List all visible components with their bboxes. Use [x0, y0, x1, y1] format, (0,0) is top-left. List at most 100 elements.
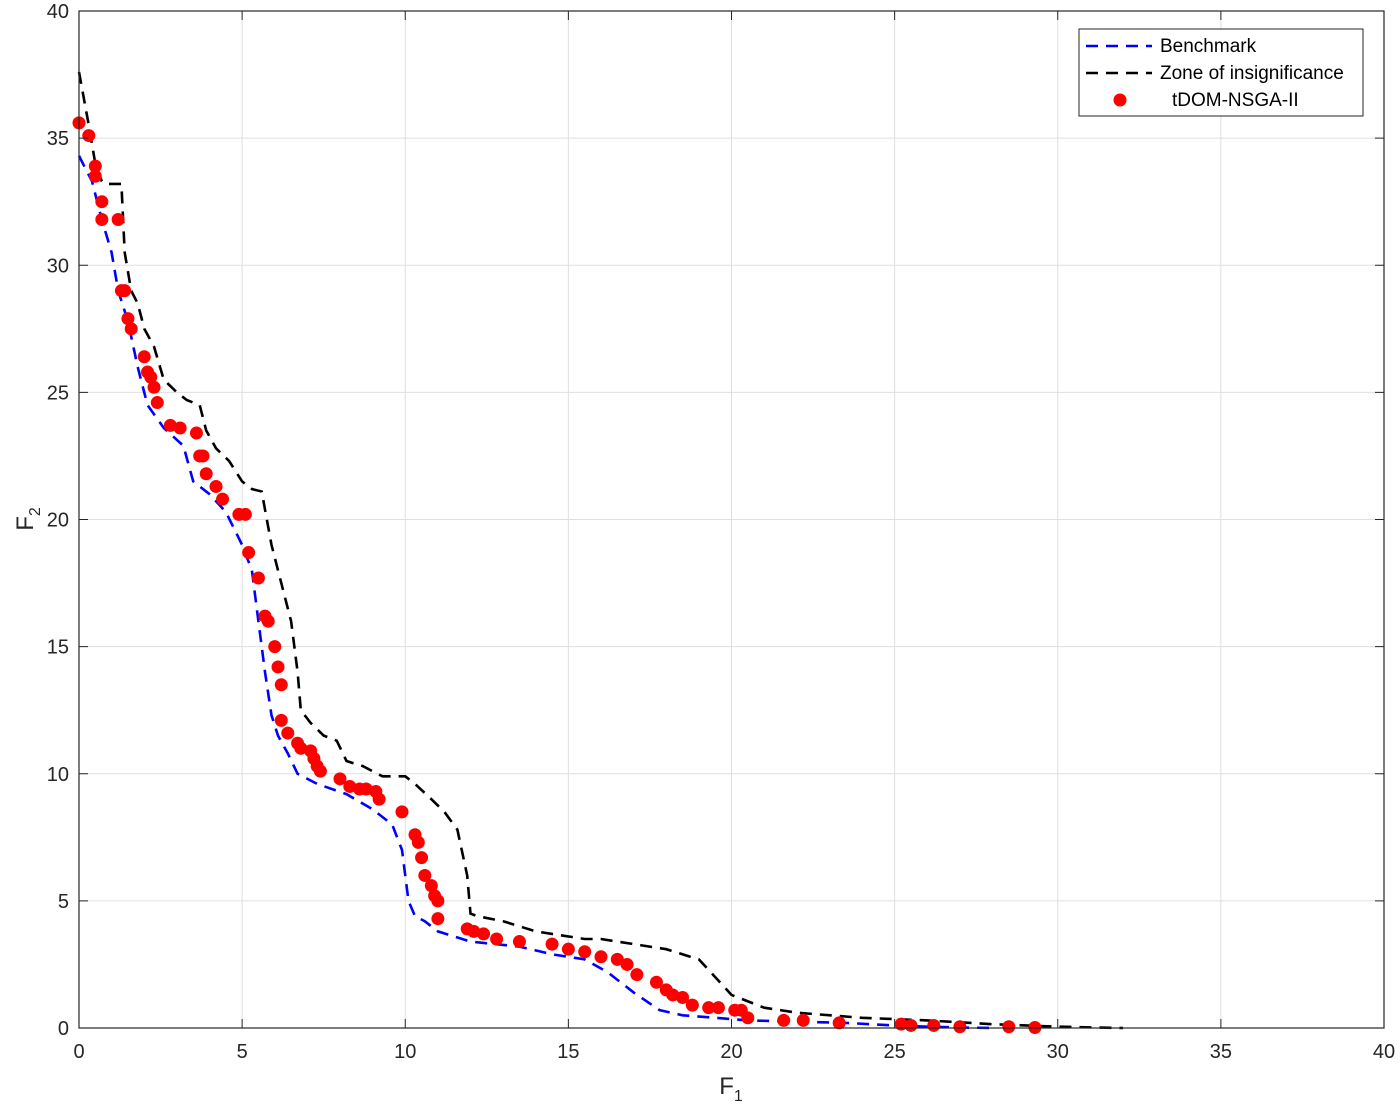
x-tick-label: 40 — [1373, 1041, 1395, 1063]
data-point — [238, 507, 252, 521]
y-axis-label: F2 — [12, 507, 44, 531]
legend-label-zone: Zone of insignificance — [1160, 63, 1344, 84]
y-tick-label: 5 — [58, 891, 69, 913]
data-point — [610, 952, 624, 966]
y-axis-label-sub: 2 — [27, 507, 44, 516]
data-point — [431, 912, 445, 926]
data-point — [95, 195, 109, 209]
data-point — [111, 212, 125, 226]
data-point — [953, 1020, 967, 1034]
y-axis-label-main: F — [12, 516, 39, 531]
series-layer — [72, 71, 1124, 1034]
ticks-layer: 0 5 10 15 20 25 30 35 40 0 5 10 15 20 25 30 35 40 — [47, 1, 1395, 1063]
x-tick-label: 0 — [73, 1041, 84, 1063]
data-point — [268, 640, 282, 654]
data-point — [251, 571, 265, 585]
series-line-0 — [77, 155, 993, 1030]
data-point — [313, 764, 327, 778]
data-point — [431, 894, 445, 908]
data-point — [216, 492, 230, 506]
x-tick-label: 35 — [1210, 1041, 1232, 1063]
data-point — [418, 868, 432, 882]
data-point — [196, 449, 210, 463]
legend: Benchmark Zone of insignificance tDOM-NS… — [1078, 28, 1364, 117]
data-point — [150, 396, 164, 410]
data-point — [199, 467, 213, 481]
data-point — [144, 370, 158, 384]
data-point — [424, 879, 438, 893]
data-point — [1002, 1020, 1016, 1034]
data-point — [271, 660, 285, 674]
data-point — [702, 1001, 716, 1015]
y-tick-label: 35 — [47, 128, 69, 150]
data-point — [630, 968, 644, 982]
data-point — [490, 932, 504, 946]
y-tick-label: 20 — [47, 510, 69, 532]
x-tick-label: 25 — [884, 1041, 906, 1063]
y-tick-label: 40 — [47, 1, 69, 23]
x-axis-label-sub: 1 — [734, 1088, 743, 1105]
x-tick-label: 10 — [394, 1041, 416, 1063]
data-point — [545, 937, 559, 951]
x-axis-label-main: F — [719, 1073, 734, 1100]
data-point — [121, 312, 135, 326]
series-line-1 — [77, 71, 1124, 1030]
data-point — [927, 1018, 941, 1032]
y-tick-label: 25 — [47, 382, 69, 404]
data-point — [343, 779, 357, 793]
x-tick-label: 30 — [1047, 1041, 1069, 1063]
data-point — [281, 726, 295, 740]
data-point — [395, 805, 409, 819]
data-point — [711, 1001, 725, 1015]
data-point — [777, 1013, 791, 1027]
data-point — [904, 1018, 918, 1032]
y-tick-label: 30 — [47, 255, 69, 277]
data-point — [118, 284, 132, 298]
data-point — [477, 927, 491, 941]
data-point — [359, 782, 373, 796]
data-point — [512, 935, 526, 949]
data-point — [620, 957, 634, 971]
data-point — [242, 546, 256, 560]
data-point — [274, 713, 288, 727]
data-point — [333, 772, 347, 786]
data-point — [741, 1011, 755, 1025]
data-point — [274, 678, 288, 692]
data-point — [261, 614, 275, 628]
legend-swatch-tdom — [1113, 93, 1127, 107]
data-point — [411, 835, 425, 849]
y-tick-label: 10 — [47, 764, 69, 786]
data-point — [147, 380, 161, 394]
data-point — [594, 950, 608, 964]
x-tick-label: 15 — [557, 1041, 579, 1063]
data-point — [415, 851, 429, 865]
data-point — [467, 924, 481, 938]
data-point — [137, 350, 151, 364]
data-point — [209, 479, 223, 493]
data-point — [372, 792, 386, 806]
data-point — [294, 741, 308, 755]
data-point — [88, 169, 102, 183]
data-point — [685, 998, 699, 1012]
data-point — [124, 322, 138, 336]
data-point — [666, 988, 680, 1002]
x-tick-label: 20 — [720, 1041, 742, 1063]
x-tick-label: 5 — [237, 1041, 248, 1063]
data-point — [578, 945, 592, 959]
y-tick-label: 15 — [47, 637, 69, 659]
data-point — [676, 990, 690, 1004]
data-point — [95, 212, 109, 226]
y-tick-label: 0 — [58, 1018, 69, 1040]
legend-label-tdom: tDOM-NSGA-II — [1172, 90, 1299, 111]
data-point — [163, 418, 177, 432]
x-axis-label: F1 — [719, 1073, 743, 1105]
data-point — [561, 942, 575, 956]
grid-lines — [79, 11, 1384, 1028]
legend-label-benchmark: Benchmark — [1160, 36, 1257, 57]
data-point — [173, 421, 187, 435]
data-point — [189, 426, 203, 440]
data-point — [832, 1016, 846, 1030]
data-point — [796, 1013, 810, 1027]
data-point — [88, 159, 102, 173]
